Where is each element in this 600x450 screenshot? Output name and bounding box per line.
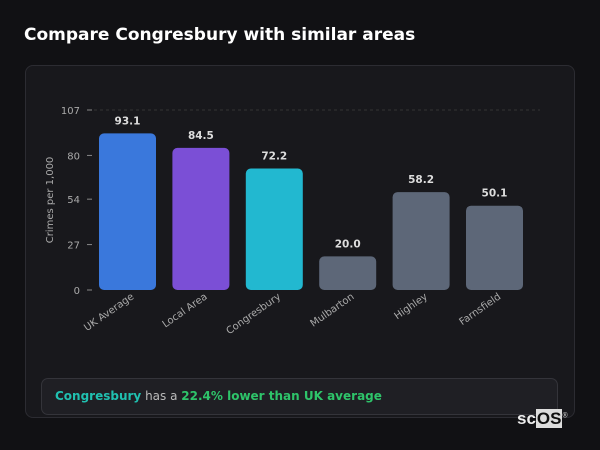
x-tick-label: Mulbarton bbox=[309, 291, 357, 329]
y-tick-label: 54 bbox=[67, 195, 80, 206]
x-tick-label: UK Average bbox=[82, 291, 136, 333]
summary-text: has a bbox=[141, 389, 182, 403]
data-label: 72.2 bbox=[261, 151, 287, 163]
scos-logo: scOS® bbox=[517, 409, 568, 428]
bar-highley bbox=[392, 192, 450, 290]
y-tick-label: 27 bbox=[67, 241, 80, 252]
data-label: 58.2 bbox=[408, 174, 434, 186]
data-label: 84.5 bbox=[188, 130, 214, 142]
summary-box: Congresbury has a 22.4% lower than UK av… bbox=[41, 378, 558, 415]
summary-area: Congresbury bbox=[55, 389, 142, 403]
x-tick-label: Congresbury bbox=[224, 291, 283, 337]
page-title: Compare Congresbury with similar areas bbox=[24, 25, 416, 45]
y-axis-label: Crimes per 1,000 bbox=[45, 157, 56, 244]
data-label: 93.1 bbox=[115, 115, 141, 127]
bar-mulbarton bbox=[319, 256, 377, 290]
x-tick-label: Local Area bbox=[161, 291, 210, 330]
bar-farnsfield bbox=[466, 205, 523, 290]
x-tick-label: Highley bbox=[393, 291, 430, 322]
bar-uk-average bbox=[99, 133, 156, 290]
x-tick-label: Farnsfield bbox=[458, 291, 504, 328]
data-label: 50.1 bbox=[482, 188, 508, 200]
bar-local-area bbox=[172, 147, 230, 290]
y-tick-label: 80 bbox=[67, 151, 80, 162]
summary-comparison: 22.4% lower than UK average bbox=[181, 389, 382, 403]
y-tick-label: 107 bbox=[61, 106, 80, 117]
bar-congresbury bbox=[245, 168, 303, 290]
data-label: 20.0 bbox=[335, 238, 361, 250]
y-tick-label: 0 bbox=[74, 286, 80, 297]
